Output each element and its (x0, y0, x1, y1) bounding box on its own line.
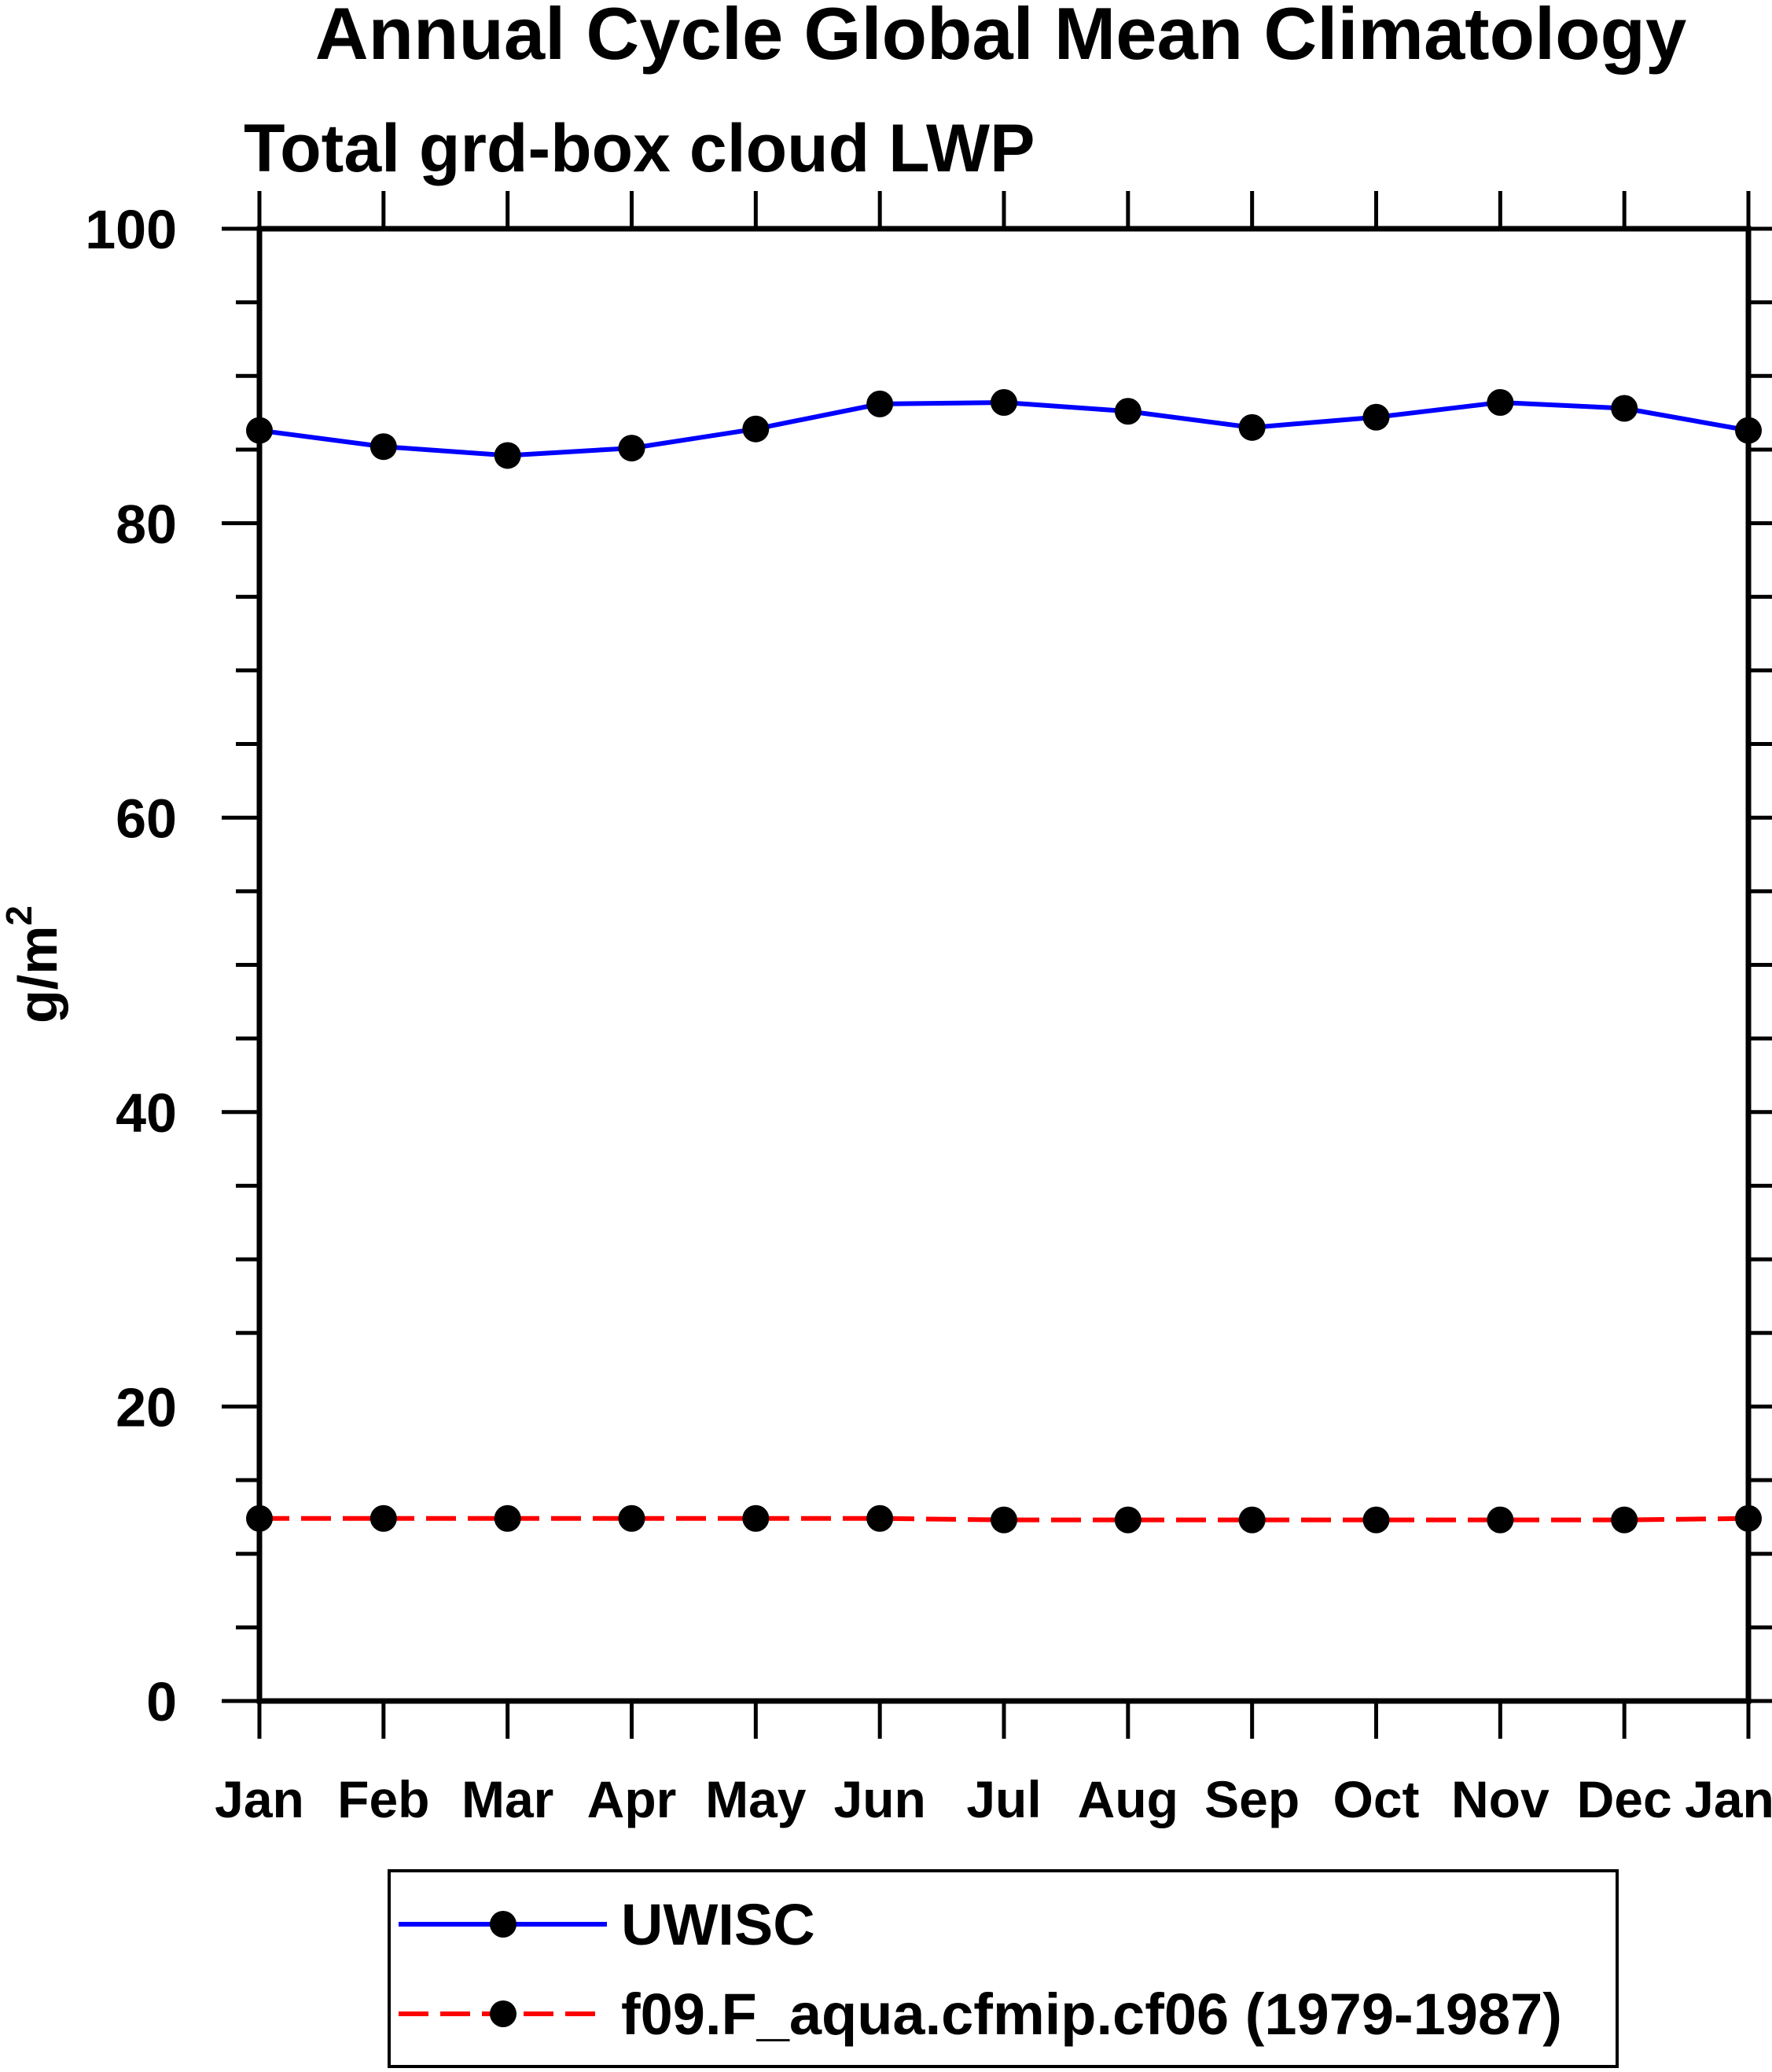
x-tick-label: Jul (966, 1770, 1041, 1828)
data-point-marker (1238, 413, 1266, 441)
x-tick-label: Jan (1685, 1770, 1772, 1828)
y-tick-label: 60 (116, 788, 177, 849)
x-tick-label: Nov (1451, 1770, 1550, 1828)
data-point-marker (1114, 1506, 1142, 1534)
series-f09 (246, 1504, 1762, 1534)
x-tick-label: Mar (461, 1770, 553, 1828)
data-point-marker (991, 389, 1017, 417)
data-point-marker (866, 1504, 894, 1532)
data-point-marker (1362, 1506, 1390, 1534)
data-point-marker (494, 442, 521, 469)
data-point-marker (742, 415, 770, 443)
y-tick-label: 0 (146, 1671, 177, 1732)
legend-sample-marker-f09 (490, 2000, 517, 2027)
legend-label-uwisc: UWISC (621, 1892, 815, 1957)
x-tick-label: May (705, 1770, 807, 1828)
y-tick-label: 40 (116, 1082, 177, 1144)
x-tick-label: Sep (1204, 1770, 1300, 1828)
plot-border (256, 226, 1752, 1704)
data-point-marker (1735, 417, 1762, 444)
x-tick-label: Jun (833, 1770, 925, 1828)
series-layer (246, 389, 1762, 1534)
data-point-marker (742, 1504, 770, 1532)
data-point-marker (1114, 398, 1142, 425)
data-point-marker (494, 1504, 521, 1532)
axis-ticks (222, 191, 1772, 1739)
data-point-marker (1735, 1504, 1762, 1532)
legend: UWISC f09.F_aqua.cfmip.cf06 (1979-1987) (388, 1869, 1619, 2068)
data-point-marker (246, 417, 273, 444)
data-point-marker (1487, 389, 1514, 417)
chart-subtitle: Total grd-box cloud LWP (244, 111, 1035, 186)
y-tick-label: 20 (116, 1377, 177, 1438)
data-point-marker (1611, 1506, 1638, 1534)
data-point-marker (991, 1506, 1017, 1534)
data-point-marker (866, 390, 894, 417)
data-point-marker (618, 435, 645, 462)
legend-label-f09: f09.F_aqua.cfmip.cf06 (1979-1987) (621, 1982, 1562, 2047)
legend-box (388, 1869, 1619, 2068)
axis-tick-labels: 0 20 40 60 80 100 Jan Feb Mar Apr May Jun Jul Aug Sep O… (85, 199, 1772, 1828)
x-tick-label: Jan (215, 1770, 304, 1828)
y-tick-label: 80 (116, 494, 177, 555)
data-point-marker (1487, 1506, 1514, 1534)
data-point-marker (246, 1504, 273, 1532)
x-tick-label: Feb (337, 1770, 429, 1828)
y-tick-label: 100 (85, 199, 177, 260)
chart-title: Annual Cycle Global Mean Climatology (315, 0, 1687, 75)
x-tick-label: Aug (1078, 1770, 1178, 1828)
legend-sample-marker-uwisc (490, 1911, 517, 1938)
series-uwisc (246, 389, 1762, 469)
x-tick-label: Dec (1577, 1770, 1672, 1828)
data-point-marker (1362, 403, 1390, 431)
x-tick-label: Oct (1333, 1770, 1419, 1828)
data-point-marker (369, 1504, 397, 1532)
data-point-marker (618, 1504, 645, 1532)
data-point-marker (1611, 395, 1638, 422)
data-point-marker (369, 433, 397, 461)
x-tick-label: Apr (587, 1770, 677, 1828)
data-point-marker (1238, 1506, 1266, 1534)
y-axis-label: g/m2 (0, 906, 68, 1023)
